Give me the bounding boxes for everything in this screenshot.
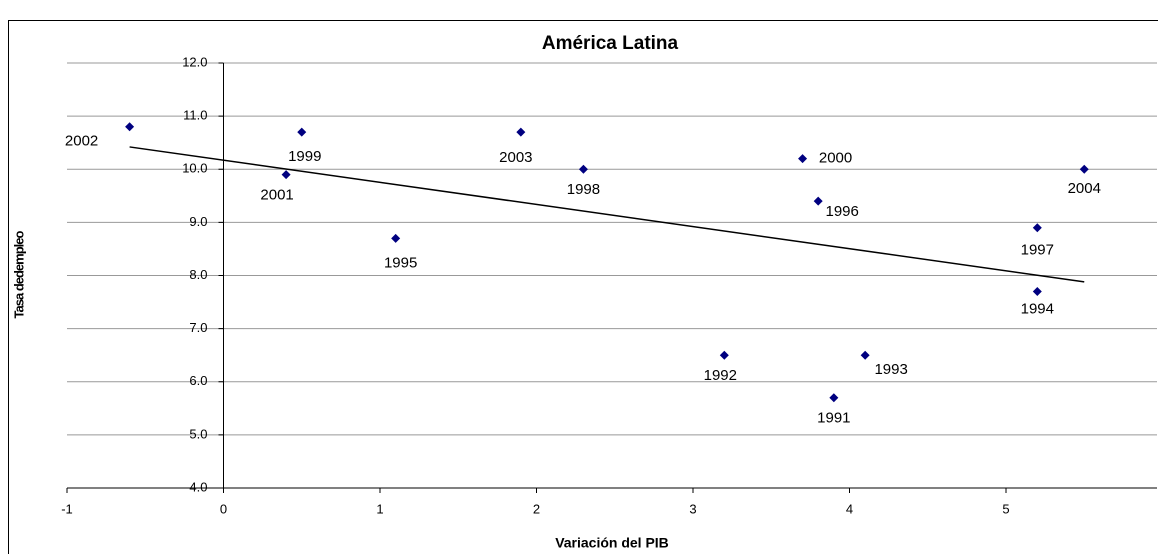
chart-frame — [8, 20, 1158, 554]
x-tick-label: 1 — [376, 501, 383, 516]
point-label: 1997 — [1021, 242, 1054, 259]
point — [297, 127, 307, 137]
point — [1079, 164, 1089, 174]
y-axis-label: Tasa dedempleo — [11, 230, 26, 318]
point — [516, 127, 526, 137]
point — [813, 196, 823, 206]
point-label: 2000 — [819, 150, 852, 167]
trendline — [129, 146, 1085, 283]
point — [798, 154, 808, 164]
y-tick-label: 7.0 — [189, 320, 207, 335]
x-tick-label: 4 — [846, 501, 853, 516]
point-label: 1999 — [288, 148, 321, 165]
y-tick-label: 4.0 — [189, 479, 207, 494]
x-tick-label: 0 — [220, 501, 227, 516]
x-axis-label: Variación del PIB — [555, 535, 669, 551]
point — [829, 393, 839, 403]
y-tick-label: 6.0 — [189, 373, 207, 388]
y-tick-label: 8.0 — [189, 267, 207, 282]
point — [860, 350, 870, 360]
x-tick-label: 5 — [1002, 501, 1009, 516]
point — [281, 170, 291, 180]
y-tick-label: 5.0 — [189, 426, 207, 441]
point-label: 1998 — [567, 181, 600, 198]
x-tick-label: -1 — [61, 501, 73, 516]
point-label: 1991 — [817, 410, 850, 427]
y-tick-label: 12.0 — [182, 54, 207, 69]
point — [391, 233, 401, 243]
x-tick-label: 2 — [533, 501, 540, 516]
point-label: 1996 — [826, 203, 859, 220]
y-tick-label: 11.0 — [183, 108, 207, 123]
x-tick-label: 3 — [689, 501, 696, 516]
point-label: 2002 — [65, 133, 98, 150]
point-label: 2003 — [499, 149, 532, 166]
y-tick-label: 9.0 — [189, 214, 207, 229]
point — [125, 122, 135, 132]
point-label: 1994 — [1021, 300, 1054, 317]
point-label: 2004 — [1068, 180, 1101, 197]
point-label: 1993 — [874, 361, 907, 378]
point-label: 1992 — [704, 367, 737, 384]
point — [719, 350, 729, 360]
chart-title: América Latina — [542, 33, 679, 54]
point — [578, 164, 588, 174]
point-label: 1995 — [384, 254, 417, 271]
point — [1032, 286, 1042, 296]
point-label: 2001 — [260, 187, 293, 204]
point — [1032, 223, 1042, 233]
y-tick-label: 10.0 — [182, 161, 207, 176]
